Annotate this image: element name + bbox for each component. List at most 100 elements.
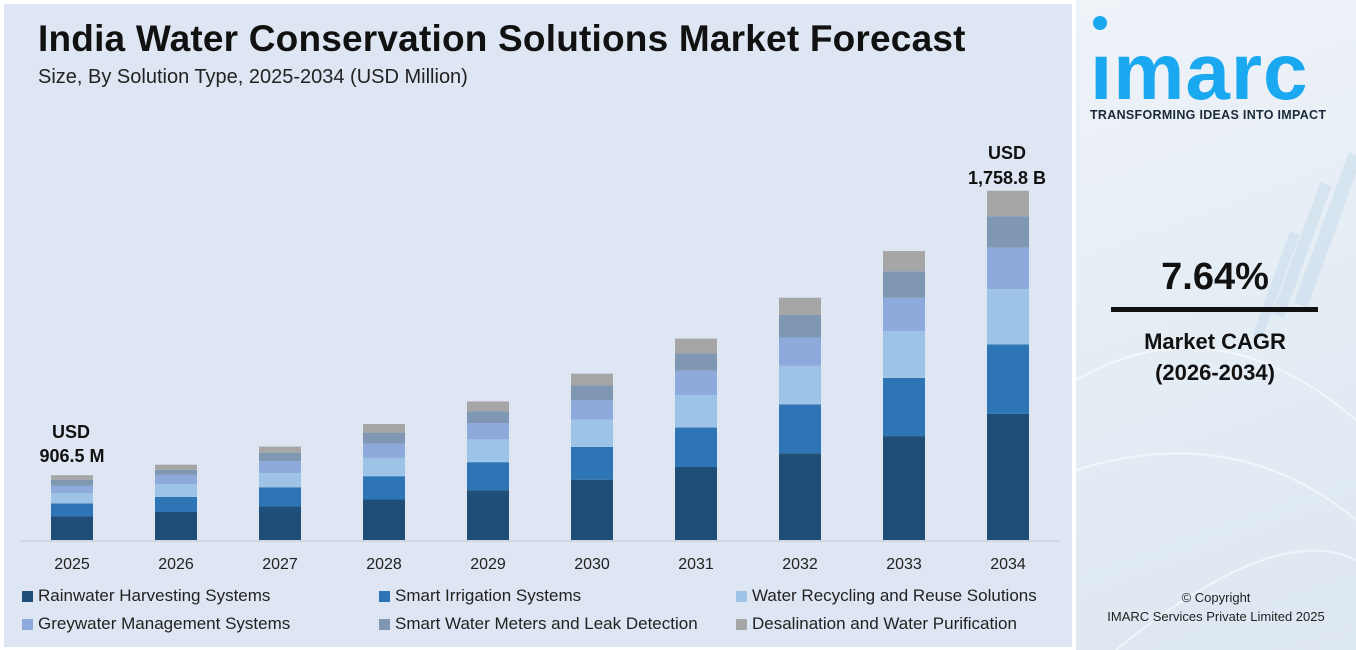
bar-segment-2034-4 <box>987 216 1029 248</box>
bar-segment-2027-4 <box>259 452 301 462</box>
bar-segment-2032-0 <box>779 453 821 540</box>
x-tick-label-2033: 2033 <box>886 556 922 573</box>
bar-segment-2031-0 <box>675 467 717 540</box>
bar-segment-2027-5 <box>259 446 301 453</box>
cagr-divider <box>1111 307 1318 312</box>
legend-label: Smart Irrigation Systems <box>395 586 582 605</box>
bar-segment-2030-4 <box>571 385 613 401</box>
x-tick-label-2026: 2026 <box>158 556 194 573</box>
bar-segment-2033-2 <box>883 331 925 378</box>
bar-segment-2025-5 <box>51 475 93 480</box>
bar-segment-2026-5 <box>155 464 197 470</box>
legend-label: Desalination and Water Purification <box>752 614 1017 633</box>
bar-segment-2026-3 <box>155 474 197 485</box>
x-tick-label-2027: 2027 <box>262 556 298 573</box>
chart-title: India Water Conservation Solutions Marke… <box>38 18 966 59</box>
cagr-label: Market CAGR (2026-2034) <box>1112 326 1318 388</box>
copyright-notice: © Copyright IMARC Services Private Limit… <box>1084 588 1348 626</box>
bar-segment-2027-3 <box>259 461 301 474</box>
bar-segment-2031-4 <box>675 353 717 371</box>
cagr-label-line2: (2026-2034) <box>1155 360 1275 385</box>
bars-layer <box>51 190 1029 540</box>
legend-item-5: Desalination and Water Purification <box>736 614 1062 634</box>
legend-label: Smart Water Meters and Leak Detection <box>395 614 698 633</box>
bar-segment-2032-1 <box>779 404 821 454</box>
bar-segment-2027-0 <box>259 506 301 540</box>
x-tick-label-2030: 2030 <box>574 556 610 573</box>
bar-segment-2028-4 <box>363 432 405 444</box>
bar-segment-2033-5 <box>883 251 925 272</box>
cagr-label-line1: Market CAGR <box>1144 329 1286 354</box>
bar-segment-2027-2 <box>259 473 301 488</box>
logo-tagline: TRANSFORMING IDEAS INTO IMPACT <box>1090 108 1327 122</box>
legend-swatch <box>379 618 390 630</box>
legend-label: Water Recycling and Reuse Solutions <box>752 586 1037 605</box>
bar-segment-2028-0 <box>363 499 405 540</box>
chart-subtitle: Size, By Solution Type, 2025-2034 (USD M… <box>38 66 468 88</box>
first-bar-label-line2: 906.5 M <box>39 446 104 466</box>
x-tick-labels: 2025 2026 2027 2028 2029 2030 2031 2032 2033 2034 <box>54 556 1026 573</box>
x-tick-label-2032: 2032 <box>782 556 818 573</box>
bar-segment-2029-2 <box>467 439 509 463</box>
legend-swatch <box>22 590 33 602</box>
bar-segment-2032-4 <box>779 315 821 338</box>
bar-segment-2025-0 <box>51 516 93 540</box>
bar-segment-2030-1 <box>571 446 613 480</box>
bar-segment-2026-0 <box>155 511 197 540</box>
bar-segment-2025-3 <box>51 485 93 494</box>
chart-legend: Rainwater Harvesting Systems Smart Irriga… <box>22 586 1062 634</box>
bar-segment-2027-1 <box>259 487 301 507</box>
bar-segment-2028-2 <box>363 457 405 477</box>
bar-segment-2030-2 <box>571 419 613 447</box>
bar-segment-2032-2 <box>779 365 821 405</box>
bar-segment-2033-3 <box>883 297 925 332</box>
bar-segment-2032-3 <box>779 337 821 366</box>
copyright-line2: IMARC Services Private Limited 2025 <box>1107 609 1325 624</box>
bar-segment-2032-5 <box>779 297 821 316</box>
bar-segment-2033-1 <box>883 377 925 437</box>
bar-segment-2031-1 <box>675 427 717 468</box>
bar-segment-2030-0 <box>571 479 613 540</box>
last-bar-label-line1: USD <box>988 143 1026 163</box>
bar-segment-2031-3 <box>675 370 717 396</box>
legend-label: Greywater Management Systems <box>38 614 291 633</box>
legend-item-2: Water Recycling and Reuse Solutions <box>736 586 1062 606</box>
legend-item-1: Smart Irrigation Systems <box>379 586 736 606</box>
x-tick-label-2028: 2028 <box>366 556 402 573</box>
copyright-line1: © Copyright <box>1181 590 1251 605</box>
legend-swatch <box>379 590 390 602</box>
bar-segment-2033-0 <box>883 436 925 540</box>
bar-segment-2025-1 <box>51 503 93 517</box>
bar-segment-2028-5 <box>363 424 405 433</box>
bar-segment-2026-4 <box>155 469 197 475</box>
bar-segment-2034-0 <box>987 413 1029 540</box>
bar-segment-2025-4 <box>51 479 93 486</box>
legend-swatch <box>736 590 747 602</box>
bar-segment-2034-3 <box>987 247 1029 290</box>
bar-segment-2029-3 <box>467 423 509 440</box>
bar-segment-2034-5 <box>987 190 1029 217</box>
bar-segment-2029-1 <box>467 462 509 491</box>
legend-item-3: Greywater Management Systems <box>22 614 379 634</box>
bar-segment-2033-4 <box>883 271 925 298</box>
imarc-logo: ımarc <box>1090 27 1309 116</box>
chart-plot: 2025 2026 2027 2028 2029 2030 2031 2032 2033 2034… <box>20 143 1060 573</box>
bar-segment-2030-3 <box>571 400 613 420</box>
bar-segment-2025-2 <box>51 493 93 504</box>
x-tick-label-2025: 2025 <box>54 556 90 573</box>
bar-segment-2026-1 <box>155 496 197 512</box>
bar-segment-2030-5 <box>571 373 613 386</box>
bar-segment-2034-1 <box>987 344 1029 414</box>
last-bar-label-line2: 1,758.8 B <box>968 168 1046 188</box>
legend-item-0: Rainwater Harvesting Systems <box>22 586 379 606</box>
first-bar-label-line1: USD <box>52 422 90 442</box>
legend-item-4: Smart Water Meters and Leak Detection <box>379 614 736 634</box>
bar-segment-2028-1 <box>363 476 405 500</box>
bar-segment-2034-2 <box>987 289 1029 345</box>
bar-segment-2031-5 <box>675 338 717 354</box>
sidebar-panel <box>1076 0 1356 650</box>
legend-label: Rainwater Harvesting Systems <box>38 586 271 605</box>
bar-segment-2028-3 <box>363 443 405 458</box>
x-tick-label-2034: 2034 <box>990 556 1026 573</box>
legend-swatch <box>22 618 33 630</box>
